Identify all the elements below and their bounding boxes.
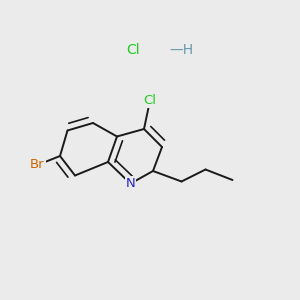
Text: N: N [126, 177, 135, 190]
Text: Cl: Cl [143, 94, 157, 107]
Text: —H: —H [169, 43, 194, 56]
Text: Cl: Cl [126, 43, 140, 56]
Text: Br: Br [30, 158, 45, 172]
